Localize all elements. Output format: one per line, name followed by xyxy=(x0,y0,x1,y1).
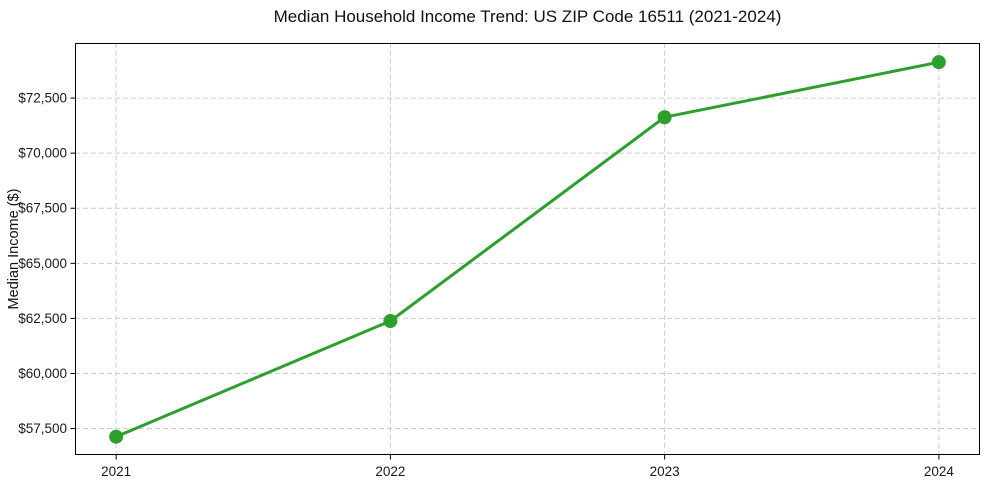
y-tick-label: $57,500 xyxy=(18,421,67,436)
x-tick-label: 2024 xyxy=(924,464,955,479)
data-point-2021 xyxy=(109,429,124,444)
y-tick-label: $70,000 xyxy=(18,146,67,161)
data-point-2022 xyxy=(383,314,398,329)
y-tick-label: $60,000 xyxy=(18,366,67,381)
x-tick-label: 2021 xyxy=(101,464,131,479)
y-tick-label: $62,500 xyxy=(18,311,67,326)
x-tick-label: 2022 xyxy=(375,464,405,479)
y-tick-label: $65,000 xyxy=(18,256,67,271)
data-point-2023 xyxy=(657,110,672,125)
x-tick-label: 2023 xyxy=(650,464,680,479)
y-tick-label: $67,500 xyxy=(18,201,67,216)
axes-border xyxy=(75,43,980,455)
y-tick-label: $72,500 xyxy=(18,91,67,106)
trend-line xyxy=(115,60,940,439)
chart-title: Median Household Income Trend: US ZIP Co… xyxy=(273,7,782,26)
data-point-2024 xyxy=(931,55,946,70)
